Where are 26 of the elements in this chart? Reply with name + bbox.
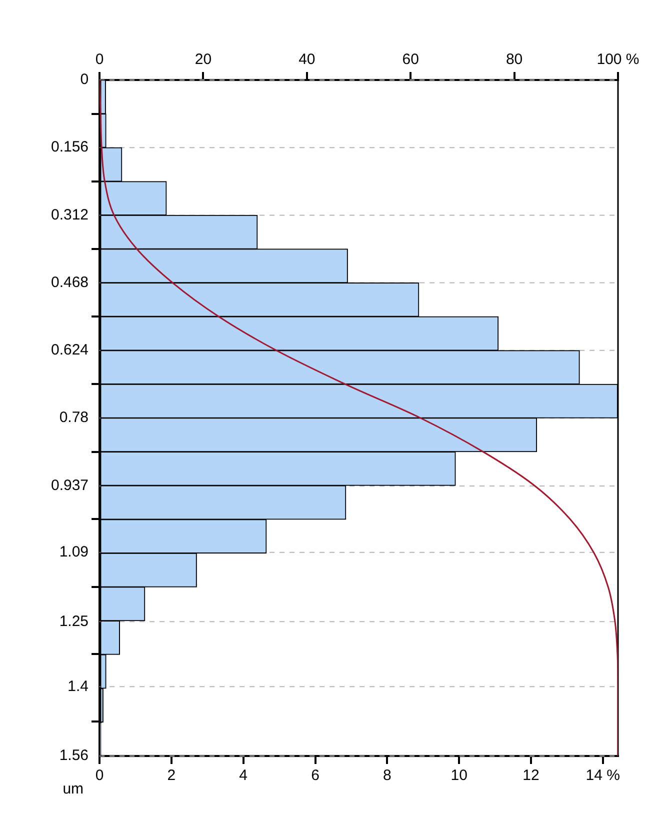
y-tick-label: 1.25 xyxy=(59,612,89,630)
x2-tick-label: 60 xyxy=(402,51,419,68)
x-tick-label: 4 xyxy=(239,767,248,784)
x-tick-label: 2 xyxy=(167,767,176,784)
x2-tick-label: 0 xyxy=(95,51,104,68)
y-tick-label: 0.937 xyxy=(50,477,89,494)
y-tick-label: 0.156 xyxy=(50,138,89,156)
x-tick-label: 10 xyxy=(450,767,468,784)
y-tick-label: 1.4 xyxy=(68,678,89,695)
x-tick-label: 12 xyxy=(522,767,540,784)
y-tick-label: 0 xyxy=(80,71,89,88)
x-tick-label: 8 xyxy=(383,767,392,784)
y-tick-label: 1.56 xyxy=(59,747,89,764)
x2-tick-label: 80 xyxy=(506,51,523,68)
x2-tick-label: 40 xyxy=(298,51,316,68)
y-tick-label: 0.468 xyxy=(50,274,89,291)
y-tick-label: 0.78 xyxy=(59,409,89,426)
y-tick-label: 1.09 xyxy=(59,543,89,560)
x2-tick-label: 100 % xyxy=(596,51,640,68)
y-tick-label: 0.624 xyxy=(50,342,89,359)
y-axis-title: um xyxy=(62,780,84,798)
x-tick-label: 14 % xyxy=(586,767,620,784)
x-tick-label: 0 xyxy=(95,767,104,784)
x-tick-label: 6 xyxy=(311,767,320,784)
x2-tick-label: 20 xyxy=(194,51,212,68)
y-tick-label: 0.312 xyxy=(50,206,89,224)
